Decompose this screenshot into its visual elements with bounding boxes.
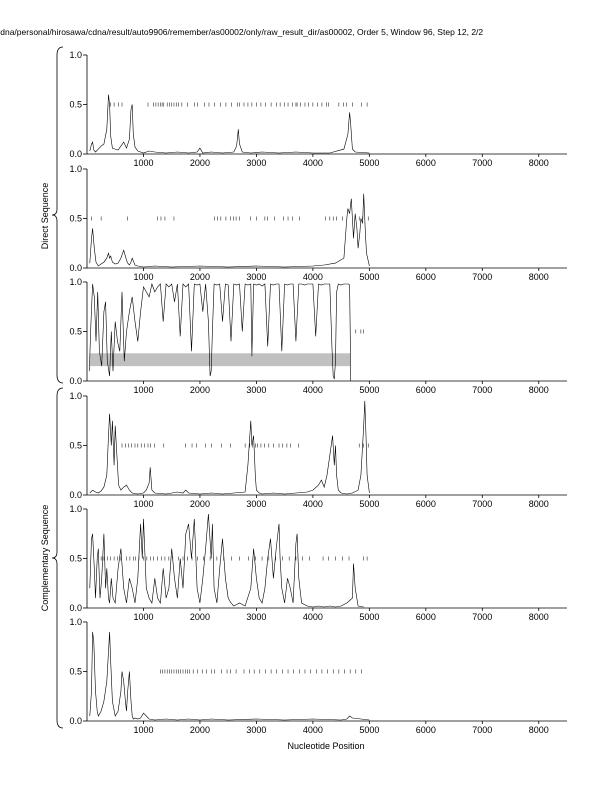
x-tick-label: 1000 bbox=[133, 272, 153, 282]
chart-title: cdna/personal/hirosawa/cdna/result/auto9… bbox=[0, 27, 484, 37]
x-tick-label: 2000 bbox=[190, 385, 210, 395]
group-label-direct: Direct Sequence bbox=[40, 183, 50, 250]
x-tick-label: 3000 bbox=[246, 158, 266, 168]
x-tick-label: 4000 bbox=[303, 385, 323, 395]
x-tick-label: 5000 bbox=[359, 612, 379, 622]
series-line bbox=[89, 400, 370, 495]
panel-1: 0.0 0.5 1.0 1000 2000 3000 4000 5000 6000 7000 800… bbox=[69, 50, 567, 168]
y-tick-label: 0.5 bbox=[69, 667, 82, 677]
x-tick-label: 3000 bbox=[246, 385, 266, 395]
x-tick-label: 6000 bbox=[416, 612, 436, 622]
y-tick-label: 0.0 bbox=[69, 603, 82, 613]
x-tick-label: 8000 bbox=[529, 158, 549, 168]
x-tick-label: 5000 bbox=[359, 385, 379, 395]
bracket-complementary bbox=[51, 387, 64, 729]
x-tick-label: 8000 bbox=[529, 385, 549, 395]
panels-group: 0.0 0.5 1.0 1000 2000 3000 4000 5000 6000 7000 800… bbox=[69, 50, 567, 735]
x-tick-label: 5000 bbox=[359, 499, 379, 509]
x-tick-label: 1000 bbox=[133, 725, 153, 735]
x-tick-label: 6000 bbox=[416, 499, 436, 509]
x-tick-label: 6000 bbox=[416, 158, 436, 168]
group-brackets bbox=[51, 46, 64, 729]
x-tick-label: 7000 bbox=[472, 612, 492, 622]
x-tick-label: 1000 bbox=[133, 158, 153, 168]
y-tick-label: 1.0 bbox=[69, 164, 82, 174]
y-tick-label: 0.0 bbox=[69, 376, 82, 386]
y-tick-label: 0.5 bbox=[69, 327, 82, 337]
x-tick-label: 1000 bbox=[133, 385, 153, 395]
panel-3: 0.0 0.5 1.0 1000 2000 3000 4000 5000 6000 7000 800… bbox=[69, 277, 567, 395]
y-tick-label: 0.0 bbox=[69, 263, 82, 273]
group-label-complementary: Complementary Sequence bbox=[40, 505, 50, 612]
x-tick-label: 4000 bbox=[303, 158, 323, 168]
panel-6: 0.0 0.5 1.0 1000 2000 3000 4000 5000 6000 7000 800… bbox=[69, 617, 567, 735]
x-tick-label: 5000 bbox=[359, 158, 379, 168]
x-tick-label: 2000 bbox=[190, 272, 210, 282]
y-tick-label: 0.0 bbox=[69, 716, 82, 726]
series-line bbox=[89, 513, 364, 608]
x-tick-label: 4000 bbox=[303, 499, 323, 509]
series-line bbox=[89, 631, 370, 721]
y-tick-label: 1.0 bbox=[69, 504, 82, 514]
x-tick-label: 8000 bbox=[529, 499, 549, 509]
x-tick-label: 7000 bbox=[472, 499, 492, 509]
panel-2: 0.0 0.5 1.0 1000 2000 3000 4000 5000 6000 7000 800… bbox=[69, 164, 567, 282]
series-line bbox=[89, 193, 370, 268]
shaded-region bbox=[89, 353, 351, 367]
y-tick-label: 1.0 bbox=[69, 277, 82, 287]
series-line bbox=[89, 282, 351, 382]
y-tick-label: 0.0 bbox=[69, 490, 82, 500]
x-tick-label: 8000 bbox=[529, 272, 549, 282]
x-tick-label: 3000 bbox=[246, 612, 266, 622]
x-tick-label: 2000 bbox=[190, 612, 210, 622]
panel-5: 0.0 0.5 1.0 1000 2000 3000 4000 5000 6000 7000 800… bbox=[69, 504, 567, 622]
y-tick-label: 1.0 bbox=[69, 50, 82, 60]
x-tick-label: 7000 bbox=[472, 158, 492, 168]
x-tick-label: 4000 bbox=[303, 612, 323, 622]
x-tick-label: 3000 bbox=[246, 499, 266, 509]
x-tick-label: 6000 bbox=[416, 272, 436, 282]
y-tick-label: 0.5 bbox=[69, 100, 82, 110]
bracket-direct bbox=[51, 46, 64, 384]
x-tick-label: 1000 bbox=[133, 499, 153, 509]
x-tick-label: 4000 bbox=[303, 272, 323, 282]
y-tick-label: 0.5 bbox=[69, 214, 82, 224]
y-tick-label: 0.0 bbox=[69, 149, 82, 159]
x-tick-label: 8000 bbox=[529, 612, 549, 622]
x-tick-label: 7000 bbox=[472, 725, 492, 735]
x-tick-label: 2000 bbox=[190, 725, 210, 735]
x-tick-label: 5000 bbox=[359, 272, 379, 282]
x-tick-label: 7000 bbox=[472, 272, 492, 282]
x-tick-label: 7000 bbox=[472, 385, 492, 395]
series-line bbox=[89, 94, 370, 154]
x-tick-label: 5000 bbox=[359, 725, 379, 735]
x-tick-label: 4000 bbox=[303, 725, 323, 735]
y-tick-label: 0.5 bbox=[69, 554, 82, 564]
x-tick-label: 6000 bbox=[416, 725, 436, 735]
x-tick-label: 3000 bbox=[246, 725, 266, 735]
x-tick-label: 1000 bbox=[133, 612, 153, 622]
x-tick-label: 8000 bbox=[529, 725, 549, 735]
x-tick-label: 6000 bbox=[416, 385, 436, 395]
y-tick-label: 1.0 bbox=[69, 391, 82, 401]
y-tick-label: 1.0 bbox=[69, 617, 82, 627]
x-tick-label: 3000 bbox=[246, 272, 266, 282]
y-tick-label: 0.5 bbox=[69, 441, 82, 451]
x-tick-label: 2000 bbox=[190, 158, 210, 168]
panel-4: 0.0 0.5 1.0 1000 2000 3000 4000 5000 6000 7000 800… bbox=[69, 391, 567, 509]
x-axis-label: Nucleotide Position bbox=[287, 741, 364, 751]
x-tick-label: 2000 bbox=[190, 499, 210, 509]
